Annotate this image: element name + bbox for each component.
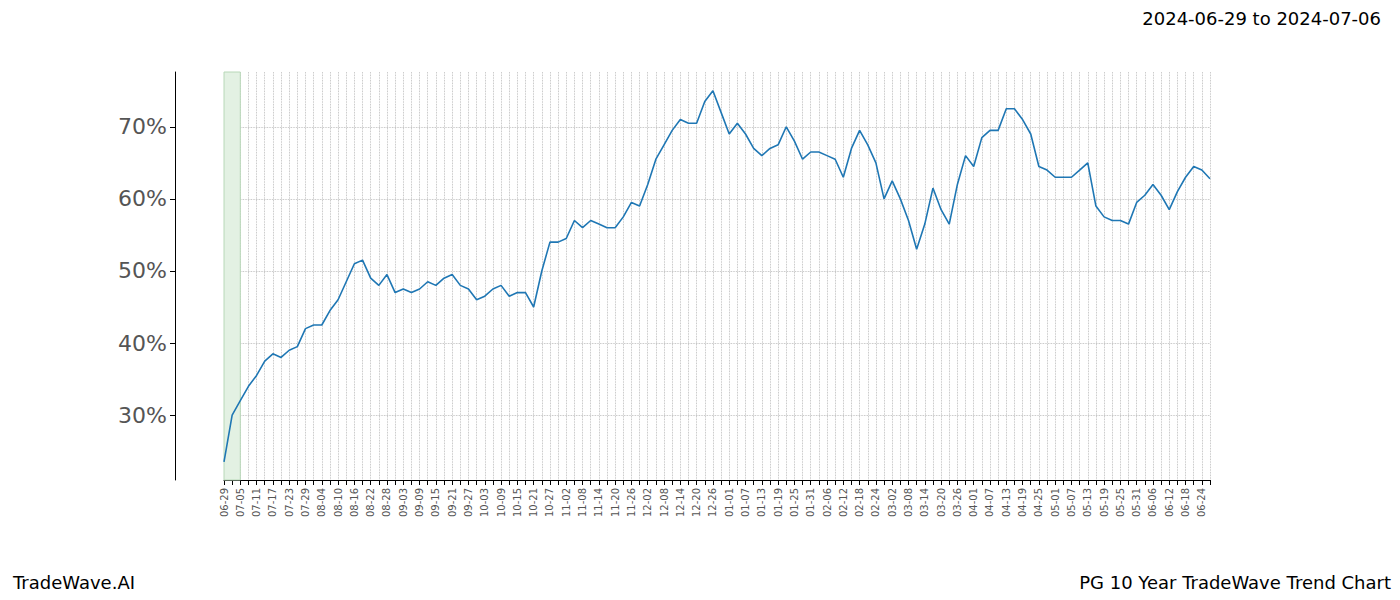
svg-text:05-31: 05-31 <box>1131 488 1142 517</box>
svg-text:08-28: 08-28 <box>381 488 392 517</box>
svg-text:06-18: 06-18 <box>1180 488 1191 517</box>
svg-text:06-24: 06-24 <box>1196 488 1207 517</box>
svg-text:04-07: 04-07 <box>984 488 995 517</box>
svg-text:09-09: 09-09 <box>414 488 425 517</box>
svg-text:50%: 50% <box>118 258 167 283</box>
svg-text:11-02: 11-02 <box>561 488 572 517</box>
svg-text:06-06: 06-06 <box>1147 488 1158 517</box>
svg-text:08-16: 08-16 <box>349 488 360 517</box>
svg-text:10-15: 10-15 <box>512 488 523 517</box>
svg-text:09-21: 09-21 <box>447 488 458 517</box>
svg-text:11-20: 11-20 <box>610 488 621 517</box>
svg-text:10-21: 10-21 <box>528 488 539 517</box>
svg-text:04-19: 04-19 <box>1017 488 1028 517</box>
svg-text:11-26: 11-26 <box>626 488 637 517</box>
svg-text:08-22: 08-22 <box>365 488 376 517</box>
svg-text:07-23: 07-23 <box>284 488 295 517</box>
svg-text:02-12: 02-12 <box>838 488 849 517</box>
svg-text:03-08: 03-08 <box>903 488 914 517</box>
svg-text:03-02: 03-02 <box>887 488 898 517</box>
svg-text:05-07: 05-07 <box>1066 488 1077 517</box>
svg-text:09-15: 09-15 <box>430 488 441 517</box>
svg-text:09-27: 09-27 <box>463 488 474 517</box>
svg-text:TradeWave.AI: TradeWave.AI <box>12 572 135 593</box>
svg-text:07-11: 07-11 <box>251 488 262 517</box>
svg-text:07-29: 07-29 <box>300 488 311 517</box>
svg-text:12-08: 12-08 <box>659 488 670 517</box>
svg-text:03-14: 03-14 <box>919 488 930 517</box>
svg-text:07-05: 07-05 <box>235 488 246 517</box>
svg-text:30%: 30% <box>118 403 167 428</box>
svg-text:01-31: 01-31 <box>805 488 816 517</box>
svg-text:12-14: 12-14 <box>675 488 686 517</box>
svg-text:60%: 60% <box>118 186 167 211</box>
svg-text:11-14: 11-14 <box>593 488 604 517</box>
svg-text:09-03: 09-03 <box>398 488 409 517</box>
svg-text:12-02: 12-02 <box>642 488 653 517</box>
svg-text:05-13: 05-13 <box>1082 488 1093 517</box>
svg-text:12-26: 12-26 <box>707 488 718 517</box>
svg-text:04-25: 04-25 <box>1033 488 1044 517</box>
svg-text:05-25: 05-25 <box>1115 488 1126 517</box>
svg-text:70%: 70% <box>118 114 167 139</box>
svg-text:2024-06-29 to 2024-07-06: 2024-06-29 to 2024-07-06 <box>1142 8 1381 29</box>
svg-text:02-06: 02-06 <box>822 488 833 517</box>
svg-text:01-19: 01-19 <box>773 488 784 517</box>
svg-text:10-27: 10-27 <box>544 488 555 517</box>
svg-text:03-26: 03-26 <box>952 488 963 517</box>
svg-text:10-03: 10-03 <box>479 488 490 517</box>
svg-text:02-24: 02-24 <box>870 488 881 517</box>
svg-text:11-08: 11-08 <box>577 488 588 517</box>
svg-text:08-10: 08-10 <box>333 488 344 517</box>
svg-text:05-19: 05-19 <box>1099 488 1110 517</box>
svg-text:01-07: 01-07 <box>740 488 751 517</box>
svg-text:06-29: 06-29 <box>219 488 230 517</box>
svg-text:01-01: 01-01 <box>724 488 735 517</box>
svg-text:PG 10 Year TradeWave Trend Cha: PG 10 Year TradeWave Trend Chart <box>1079 572 1391 593</box>
svg-text:07-17: 07-17 <box>267 488 278 517</box>
svg-text:40%: 40% <box>118 331 167 356</box>
svg-text:10-09: 10-09 <box>496 488 507 517</box>
svg-text:04-01: 04-01 <box>968 488 979 517</box>
svg-text:01-25: 01-25 <box>789 488 800 517</box>
svg-text:05-01: 05-01 <box>1050 488 1061 517</box>
svg-text:08-04: 08-04 <box>316 488 327 517</box>
svg-text:04-13: 04-13 <box>1001 488 1012 517</box>
svg-text:01-13: 01-13 <box>756 488 767 517</box>
svg-text:02-18: 02-18 <box>854 488 865 517</box>
svg-text:06-12: 06-12 <box>1164 488 1175 517</box>
svg-text:12-20: 12-20 <box>691 488 702 517</box>
svg-text:03-20: 03-20 <box>936 488 947 517</box>
